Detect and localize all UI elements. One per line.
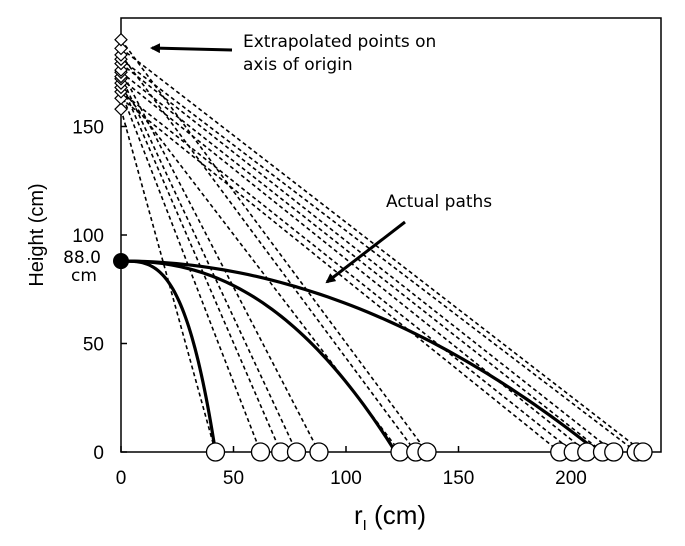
extrapolated-line-14 bbox=[120, 58, 637, 453]
extrapolated-line-9 bbox=[120, 97, 561, 453]
launch-height-unit: cm bbox=[71, 266, 97, 286]
y-tick-label-2: 50 bbox=[83, 335, 104, 356]
annotation-extrapolated-line2: axis of origin bbox=[243, 55, 353, 75]
landing-point-15 bbox=[633, 442, 653, 462]
annotation-actual-paths: Actual paths bbox=[386, 192, 492, 212]
origin-point-1 bbox=[114, 102, 128, 116]
extrapolated-paths bbox=[120, 39, 644, 453]
plot-frame bbox=[120, 17, 662, 453]
data-markers bbox=[113, 32, 653, 462]
extrapolated-line-10 bbox=[120, 91, 574, 453]
extrapolated-line-11 bbox=[120, 78, 588, 453]
x-tick-label-1: 0 bbox=[116, 468, 127, 489]
landing-point-8 bbox=[417, 442, 437, 462]
y-tick-label-4: 150 bbox=[72, 118, 104, 139]
x-axis-title: rI (cm) bbox=[354, 500, 426, 534]
origin-point-14 bbox=[114, 32, 128, 47]
landing-point-5 bbox=[309, 442, 329, 462]
x-tick-label-3: 100 bbox=[330, 468, 362, 489]
x-tick-label-5: 200 bbox=[555, 468, 587, 489]
y-axis-title: Height (cm) bbox=[26, 183, 48, 286]
extrapolated-line-5 bbox=[120, 69, 320, 453]
extrapolated-line-15 bbox=[120, 47, 644, 453]
x-axis-title-subscript: I bbox=[363, 517, 367, 534]
extrapolated-line-12 bbox=[120, 71, 603, 453]
actual-paths bbox=[120, 259, 599, 454]
axis-ticks: 0 50 100 150 200 0 50 100 150 bbox=[72, 118, 587, 490]
x-axis-title-unit: (cm) bbox=[367, 500, 426, 530]
extrapolated-line-7 bbox=[120, 54, 417, 453]
x-tick-label-4: 150 bbox=[443, 468, 475, 489]
annotation-actual-arrow bbox=[325, 220, 406, 284]
actual-path-1 bbox=[121, 259, 218, 453]
landing-point-13 bbox=[604, 442, 624, 462]
extrapolated-line-2 bbox=[120, 91, 262, 453]
x-axis-title-main: r bbox=[354, 500, 363, 530]
annotation-extrapolated-arrow bbox=[150, 43, 233, 54]
landing-point-2 bbox=[250, 442, 271, 462]
origin-point-13 bbox=[114, 41, 128, 56]
y-tick-label-1: 0 bbox=[93, 443, 104, 464]
landing-point-4 bbox=[286, 442, 307, 462]
annotation-extrapolated-line1: Extrapolated points on bbox=[243, 32, 436, 52]
y-tick-label-3: 100 bbox=[72, 226, 104, 247]
landing-point-1 bbox=[205, 442, 226, 462]
actual-path-2 bbox=[120, 259, 397, 453]
extrapolated-line-13 bbox=[120, 62, 615, 453]
launch-point bbox=[113, 253, 129, 270]
actual-path-3 bbox=[120, 259, 599, 454]
extrapolated-line-4 bbox=[120, 76, 298, 453]
launch-height-value: 88.0 bbox=[63, 248, 101, 268]
extrapolated-line-8 bbox=[120, 39, 428, 453]
x-tick-label-2: 50 bbox=[223, 468, 244, 489]
